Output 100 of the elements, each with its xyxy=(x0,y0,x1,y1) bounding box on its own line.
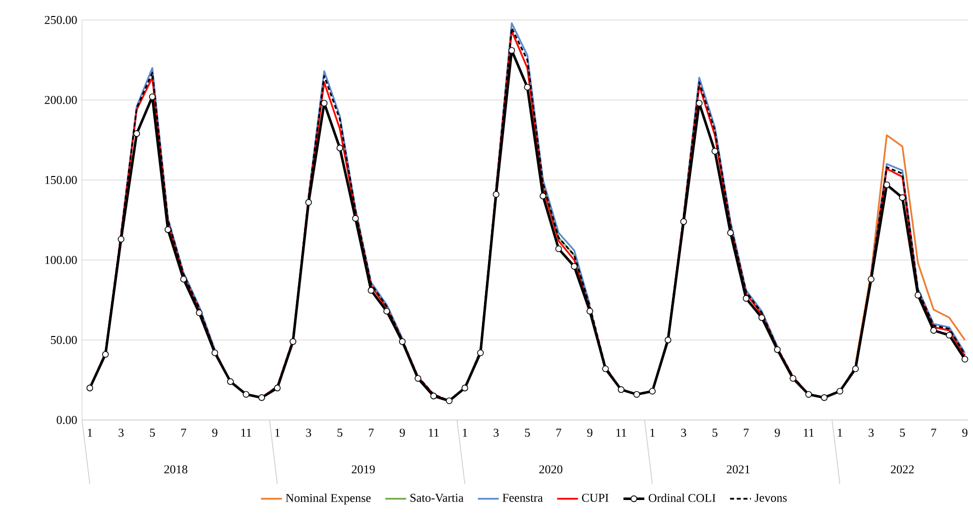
x-tick-label: 7 xyxy=(931,428,936,437)
legend-label: Ordinal COLI xyxy=(648,494,716,502)
x-tick-label: 1 xyxy=(838,428,842,437)
y-tick-label: 150.00 xyxy=(45,176,77,184)
x-tick-label: 7 xyxy=(556,428,562,437)
x-tick-label: 5 xyxy=(525,428,530,437)
y-tick-label: 100.00 xyxy=(45,256,77,264)
point xyxy=(383,308,390,315)
point xyxy=(524,84,531,91)
text: 2022 xyxy=(890,465,914,474)
point xyxy=(258,394,266,401)
x-tick-label: 1 xyxy=(650,428,655,437)
point xyxy=(914,292,922,299)
point xyxy=(555,245,562,252)
x-tick-label: 3 xyxy=(118,428,124,437)
y-tick-label: 0.00 xyxy=(56,416,77,424)
point xyxy=(696,100,703,107)
point xyxy=(180,276,187,283)
point xyxy=(649,388,656,395)
point xyxy=(930,327,937,334)
x-tick-label: 9 xyxy=(774,428,780,437)
x-tick-label: 5 xyxy=(338,428,342,437)
y-tick-label: 250.00 xyxy=(44,16,77,24)
x-tick-label: 7 xyxy=(368,428,374,437)
point xyxy=(274,384,281,392)
text: 2020 xyxy=(539,465,562,474)
legend-label: Jevons xyxy=(754,494,787,502)
point xyxy=(336,144,344,152)
point xyxy=(477,349,484,356)
x-tick-label: 3 xyxy=(306,428,312,437)
point xyxy=(540,192,546,200)
point xyxy=(820,394,828,401)
point xyxy=(242,391,250,398)
x-tick-label: 11 xyxy=(804,428,814,437)
point xyxy=(86,384,94,392)
x-tick-label: 7 xyxy=(181,428,186,437)
x-tick-label: 11 xyxy=(616,428,626,437)
point xyxy=(712,148,718,155)
point xyxy=(320,100,328,107)
point xyxy=(618,386,624,393)
legend-label: Feenstra xyxy=(502,494,543,502)
point xyxy=(570,263,578,270)
point xyxy=(899,194,906,201)
point xyxy=(790,375,796,382)
point xyxy=(664,336,672,344)
point xyxy=(211,349,218,356)
x-tick-label: 1 xyxy=(462,428,468,437)
point xyxy=(633,391,640,398)
point xyxy=(508,47,516,54)
x-tick-label: 9 xyxy=(400,428,405,437)
point xyxy=(430,392,437,400)
point xyxy=(492,191,500,198)
y-tick-label: 200.00 xyxy=(44,96,77,104)
y-tick-label: 50.00 xyxy=(50,336,77,344)
point xyxy=(352,215,359,222)
legend-label: Sato-Vartia xyxy=(410,494,464,502)
point xyxy=(196,309,203,316)
text: 2019 xyxy=(352,465,375,474)
point xyxy=(133,130,140,137)
x-tick-label: 5 xyxy=(712,428,718,437)
point xyxy=(414,375,422,382)
point xyxy=(852,365,859,372)
point xyxy=(368,287,374,294)
point xyxy=(883,181,890,188)
point xyxy=(227,378,234,385)
x-tick-label: 3 xyxy=(494,428,499,437)
x-tick-label: 3 xyxy=(681,428,686,437)
x-tick-label: 5 xyxy=(900,428,905,437)
x-tick-label: 3 xyxy=(868,428,874,437)
point xyxy=(148,93,156,100)
line-series xyxy=(854,134,966,365)
point xyxy=(774,346,781,353)
x-tick-label: 1 xyxy=(275,428,280,437)
point xyxy=(602,365,609,372)
point xyxy=(290,338,296,345)
point xyxy=(462,384,468,392)
point xyxy=(805,391,812,398)
text: 2018 xyxy=(164,465,188,474)
legend-label: CUPI xyxy=(582,494,608,502)
x-tick-label: 9 xyxy=(962,428,968,437)
x-tick-label: 11 xyxy=(428,428,439,437)
legend-label: Nominal Expense xyxy=(286,494,371,504)
point xyxy=(164,226,172,233)
point xyxy=(962,356,968,363)
point xyxy=(586,308,594,315)
point xyxy=(680,218,687,225)
point xyxy=(446,397,453,404)
x-tick-label: 9 xyxy=(212,428,218,437)
point xyxy=(305,199,312,206)
point xyxy=(868,276,874,283)
point xyxy=(836,388,844,395)
point xyxy=(727,229,734,236)
point xyxy=(118,236,124,243)
x-tick-label: 5 xyxy=(150,428,155,437)
x-tick-label: 7 xyxy=(744,428,749,437)
x-tick-label: 9 xyxy=(587,428,592,437)
point xyxy=(399,338,406,345)
point xyxy=(742,295,750,302)
point xyxy=(758,314,766,321)
x-tick-label: 1 xyxy=(88,428,92,437)
